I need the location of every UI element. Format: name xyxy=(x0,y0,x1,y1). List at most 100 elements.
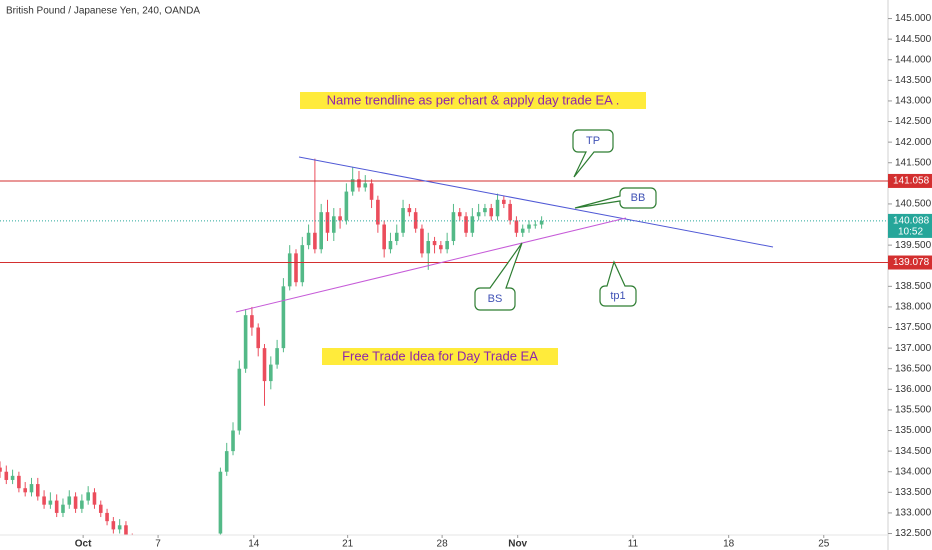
candle-body xyxy=(363,183,368,188)
candle-body xyxy=(4,471,9,480)
y-tick-label: 138.000 xyxy=(895,302,932,313)
candle-body xyxy=(470,216,475,233)
candle-body xyxy=(117,525,122,530)
callout-label: TP xyxy=(586,135,600,147)
candle-body xyxy=(407,208,412,213)
candle-body xyxy=(287,253,292,287)
y-tick-label: 140.500 xyxy=(895,199,932,210)
candle-body xyxy=(539,220,544,225)
x-tick-label: 18 xyxy=(723,539,735,550)
candle-body xyxy=(237,368,242,431)
candle-body xyxy=(0,467,2,472)
candle-body xyxy=(10,475,15,480)
candle-body xyxy=(313,232,317,250)
candle-body xyxy=(111,521,116,530)
candle-body xyxy=(300,245,305,283)
candle-body xyxy=(306,232,311,246)
y-tick-label: 136.500 xyxy=(895,363,932,374)
y-tick-label: 134.500 xyxy=(895,446,932,457)
y-tick-label: 144.000 xyxy=(895,54,932,65)
y-tick-label: 138.500 xyxy=(895,281,932,292)
candle-body xyxy=(508,203,512,221)
y-tick-label: 144.500 xyxy=(895,34,932,45)
callout-bubble xyxy=(574,187,657,209)
x-tick-label: 11 xyxy=(628,539,639,550)
candle-body xyxy=(29,484,34,493)
candle-body xyxy=(514,220,519,233)
x-tick-label: 7 xyxy=(155,539,161,550)
annotation: Name trendline as per chart & apply day … xyxy=(327,92,620,107)
last-price-box xyxy=(888,213,932,238)
countdown-label: 10:52 xyxy=(898,227,923,238)
candle-body xyxy=(464,216,468,233)
y-tick-label: 135.000 xyxy=(895,425,932,436)
y-tick-label: 135.500 xyxy=(895,405,932,416)
annotation: Free Trade Idea for Day Trade EA xyxy=(342,348,538,363)
candle-body xyxy=(533,224,538,226)
trendline-lower xyxy=(235,217,627,313)
y-tick-label: 143.000 xyxy=(895,96,932,107)
candle-body xyxy=(262,348,267,382)
candle-body xyxy=(376,199,380,225)
candle-body xyxy=(98,504,103,513)
x-tick-label: Oct xyxy=(75,539,92,550)
candle-body xyxy=(394,232,399,242)
y-tick-label: 132.500 xyxy=(895,528,932,539)
candle-body xyxy=(224,451,229,472)
y-tick-label: 134.000 xyxy=(895,466,932,477)
callout-bubble xyxy=(599,260,637,307)
candle-body xyxy=(42,496,46,505)
candle-body xyxy=(432,241,437,246)
candle-body xyxy=(23,488,27,493)
candle-body xyxy=(388,241,393,250)
candle-body xyxy=(502,199,506,204)
candle-body xyxy=(495,199,500,217)
level-label: 141.058 xyxy=(893,176,930,187)
x-tick-label: 14 xyxy=(248,539,260,550)
x-tick-label: 25 xyxy=(818,539,830,550)
x-tick-label: Nov xyxy=(508,539,527,550)
candle-body xyxy=(269,364,273,382)
candle-body xyxy=(250,315,254,328)
level-label-box xyxy=(888,255,932,270)
y-tick-label: 137.000 xyxy=(895,343,932,354)
x-tick-label: 21 xyxy=(342,539,354,550)
y-tick-label: 137.500 xyxy=(895,322,932,333)
candle-body xyxy=(325,212,330,233)
candle-body xyxy=(48,500,53,505)
candle-body xyxy=(401,208,405,233)
candle-body xyxy=(483,208,487,213)
candle-body xyxy=(256,327,261,349)
candle-body xyxy=(439,245,443,250)
candle-body xyxy=(243,315,248,369)
last-price-label: 140.088 xyxy=(893,216,930,227)
candle-body xyxy=(420,228,424,254)
candle-body xyxy=(527,224,531,229)
candle-body xyxy=(331,216,336,233)
y-tick-label: 133.000 xyxy=(895,508,932,519)
callout-label: tp1 xyxy=(610,290,625,302)
callout-bubble xyxy=(474,242,523,311)
candle-body xyxy=(319,212,323,250)
candle-body xyxy=(350,179,355,192)
callout-label: BS xyxy=(488,293,503,305)
candle-body xyxy=(489,208,494,217)
candle-body xyxy=(445,241,449,250)
callout-bubble xyxy=(572,129,614,178)
candle-body xyxy=(457,212,462,217)
chart-title: British Pound / Japanese Yen, 240, OANDA xyxy=(6,6,200,17)
candle-body xyxy=(520,228,525,233)
callouts xyxy=(474,129,657,311)
callout-label: BB xyxy=(631,192,646,204)
candle-body xyxy=(35,484,40,497)
candle-body xyxy=(86,492,90,501)
candle-body xyxy=(92,492,97,505)
candle-body xyxy=(124,525,128,535)
x-tick-label: 28 xyxy=(437,539,449,550)
candle-body xyxy=(369,183,374,200)
y-tick-label: 142.000 xyxy=(895,137,932,148)
candle-body xyxy=(218,471,223,534)
